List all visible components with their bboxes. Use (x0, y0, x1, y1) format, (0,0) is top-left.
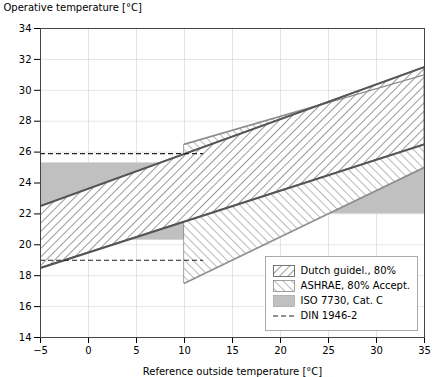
svg-text:35: 35 (418, 345, 431, 356)
svg-text:0: 0 (85, 345, 91, 356)
svg-text:22: 22 (19, 208, 32, 219)
html-text:Dutch guidel., 80%: Dutch guidel., 80% (300, 265, 396, 276)
svg-text:25: 25 (322, 345, 335, 356)
svg-text:15: 15 (226, 345, 239, 356)
svg-text:20: 20 (19, 239, 32, 250)
svg-text:5: 5 (133, 345, 139, 356)
svg-text:18: 18 (19, 270, 32, 281)
svg-text:14: 14 (19, 332, 32, 343)
svg-text:28: 28 (19, 115, 32, 126)
svg-text:34: 34 (19, 23, 32, 34)
svg-text:30: 30 (370, 345, 383, 356)
html-text:ISO 7730, Cat. C: ISO 7730, Cat. C (300, 295, 384, 306)
svg-text:16: 16 (19, 301, 32, 312)
svg-text:32: 32 (19, 54, 32, 65)
svg-text:30: 30 (19, 85, 32, 96)
svg-text:Operative temperature [°C]: Operative temperature [°C] (4, 2, 142, 13)
svg-text:24: 24 (19, 177, 32, 188)
svg-text:26: 26 (19, 146, 32, 157)
svg-text:−5: −5 (33, 345, 48, 356)
svg-text:10: 10 (178, 345, 191, 356)
html-text:ASHRAE, 80% Accept.: ASHRAE, 80% Accept. (300, 280, 410, 291)
html-text:DIN 1946-2: DIN 1946-2 (300, 310, 358, 321)
svg-text:20: 20 (274, 345, 287, 356)
svg-text:Reference outside temperature: Reference outside temperature [°C] (143, 366, 322, 377)
